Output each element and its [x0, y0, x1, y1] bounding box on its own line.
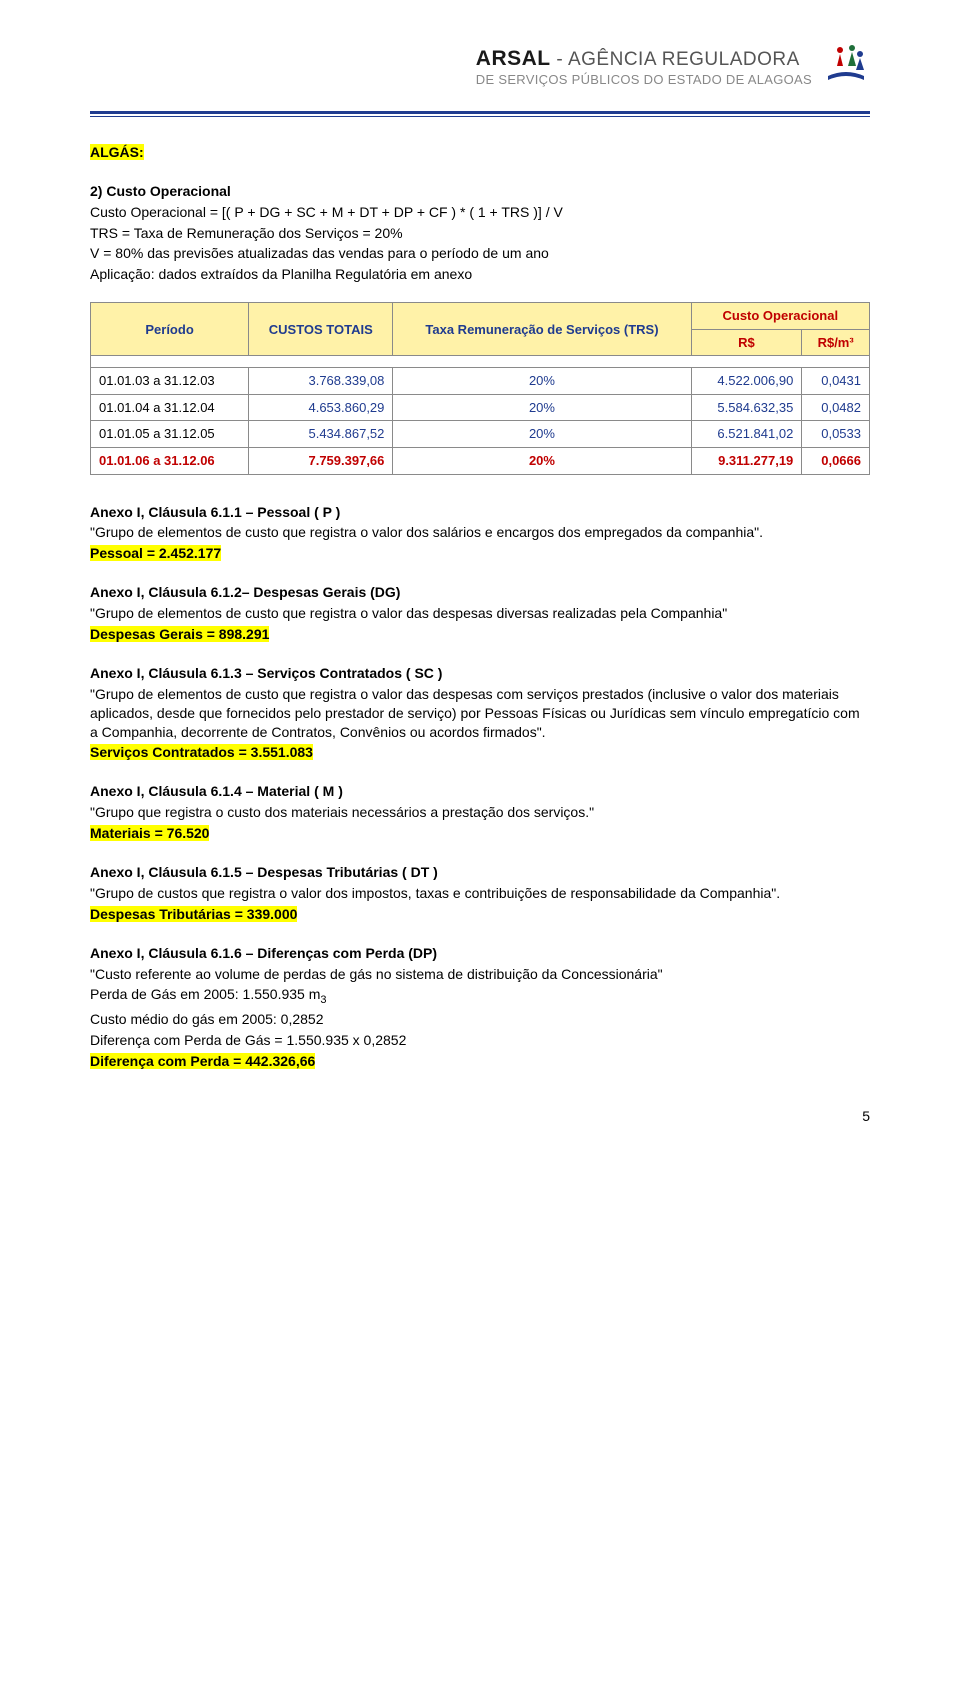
- table-cell: 0,0482: [802, 394, 870, 421]
- table-row: 01.01.06 a 31.12.067.759.397,6620%9.311.…: [91, 447, 870, 474]
- clause-612-heading: Anexo I, Cláusula 6.1.2– Despesas Gerais…: [90, 583, 870, 602]
- table-cell: 7.759.397,66: [249, 447, 393, 474]
- intro-line1: 2) Custo Operacional: [90, 182, 870, 201]
- th-rsm3: R$/m³: [802, 329, 870, 356]
- clause-614-hl: Materiais = 76.520: [90, 825, 209, 841]
- th-co: Custo Operacional: [691, 303, 869, 330]
- clause-611-body: "Grupo de elementos de custo que registr…: [90, 523, 870, 542]
- clause-613-heading: Anexo I, Cláusula 6.1.3 – Serviços Contr…: [90, 664, 870, 683]
- table-cell: 0,0431: [802, 368, 870, 395]
- brand-sep: -: [551, 49, 568, 70]
- intro-line3: TRS = Taxa de Remuneração dos Serviços =…: [90, 224, 870, 243]
- clause-612-hl: Despesas Gerais = 898.291: [90, 626, 269, 642]
- clause-616-l2: Custo médio do gás em 2005: 0,2852: [90, 1010, 870, 1029]
- table-cell: 5.584.632,35: [691, 394, 802, 421]
- clause-616-body: "Custo referente ao volume de perdas de …: [90, 965, 870, 984]
- brand-sub2: DE SERVIÇOS PÚBLICOS DO ESTADO DE ALAGOA…: [476, 71, 812, 89]
- th-custos: CUSTOS TOTAIS: [249, 303, 393, 356]
- table-cell: 20%: [393, 368, 691, 395]
- table-cell: 4.522.006,90: [691, 368, 802, 395]
- table-cell: 0,0533: [802, 421, 870, 448]
- th-rs: R$: [691, 329, 802, 356]
- table-cell: 0,0666: [802, 447, 870, 474]
- intro-line4: V = 80% das previsões atualizadas das ve…: [90, 244, 870, 263]
- table-spacer: [91, 356, 870, 368]
- table-cell: 9.311.277,19: [691, 447, 802, 474]
- clause-612-body: "Grupo de elementos de custo que registr…: [90, 604, 870, 623]
- table-row: 01.01.05 a 31.12.055.434.867,5220%6.521.…: [91, 421, 870, 448]
- clause-611-hl: Pessoal = 2.452.177: [90, 545, 221, 561]
- clause-611-heading: Anexo I, Cláusula 6.1.1 – Pessoal ( P ): [90, 503, 870, 522]
- cost-table-wrap: Período CUSTOS TOTAIS Taxa Remuneração d…: [90, 302, 870, 474]
- table-cell: 4.653.860,29: [249, 394, 393, 421]
- brand-main: ARSAL: [476, 47, 551, 70]
- clause-616-hl: Diferença com Perda = 442.326,66: [90, 1053, 315, 1069]
- clause-613-hl: Serviços Contratados = 3.551.083: [90, 744, 313, 760]
- clause-615-body: "Grupo de custos que registra o valor do…: [90, 884, 870, 903]
- clause-616-l1b: 3: [320, 994, 326, 1006]
- table-cell: 20%: [393, 421, 691, 448]
- table-cell: 01.01.06 a 31.12.06: [91, 447, 249, 474]
- clause-616-heading: Anexo I, Cláusula 6.1.6 – Diferenças com…: [90, 944, 870, 963]
- page-title: ALGÁS:: [90, 144, 144, 160]
- table-cell: 01.01.04 a 31.12.04: [91, 394, 249, 421]
- table-cell: 3.768.339,08: [249, 368, 393, 395]
- clause-614-heading: Anexo I, Cláusula 6.1.4 – Material ( M ): [90, 782, 870, 801]
- header-logo: ARSAL - AGÊNCIA REGULADORA DE SERVIÇOS P…: [90, 40, 870, 93]
- clause-616-l1a: Perda de Gás em 2005: 1.550.935 m: [90, 986, 320, 1002]
- clause-615-hl: Despesas Tributárias = 339.000: [90, 906, 297, 922]
- clause-614-body: "Grupo que registra o custo dos materiai…: [90, 803, 870, 822]
- th-trs: Taxa Remuneração de Serviços (TRS): [393, 303, 691, 356]
- table-cell: 20%: [393, 394, 691, 421]
- table-cell: 01.01.05 a 31.12.05: [91, 421, 249, 448]
- intro-line2: Custo Operacional = [( P + DG + SC + M +…: [90, 203, 870, 222]
- th-periodo: Período: [91, 303, 249, 356]
- brand-sub1: AGÊNCIA REGULADORA: [568, 49, 800, 70]
- clause-616-l1: Perda de Gás em 2005: 1.550.935 m3: [90, 985, 870, 1008]
- table-cell: 5.434.867,52: [249, 421, 393, 448]
- cost-table: Período CUSTOS TOTAIS Taxa Remuneração d…: [90, 302, 870, 474]
- table-cell: 6.521.841,02: [691, 421, 802, 448]
- page-number: 5: [90, 1107, 870, 1126]
- table-cell: 20%: [393, 447, 691, 474]
- clause-616-l3: Diferença com Perda de Gás = 1.550.935 x…: [90, 1031, 870, 1050]
- intro-line5: Aplicação: dados extraídos da Planilha R…: [90, 265, 870, 284]
- table-cell: 01.01.03 a 31.12.03: [91, 368, 249, 395]
- header-divider: [90, 111, 870, 117]
- table-row: 01.01.04 a 31.12.044.653.860,2920%5.584.…: [91, 394, 870, 421]
- clause-615-heading: Anexo I, Cláusula 6.1.5 – Despesas Tribu…: [90, 863, 870, 882]
- table-row: 01.01.03 a 31.12.033.768.339,0820%4.522.…: [91, 368, 870, 395]
- clause-613-body: "Grupo de elementos de custo que registr…: [90, 685, 870, 742]
- agency-logo-icon: [822, 40, 870, 93]
